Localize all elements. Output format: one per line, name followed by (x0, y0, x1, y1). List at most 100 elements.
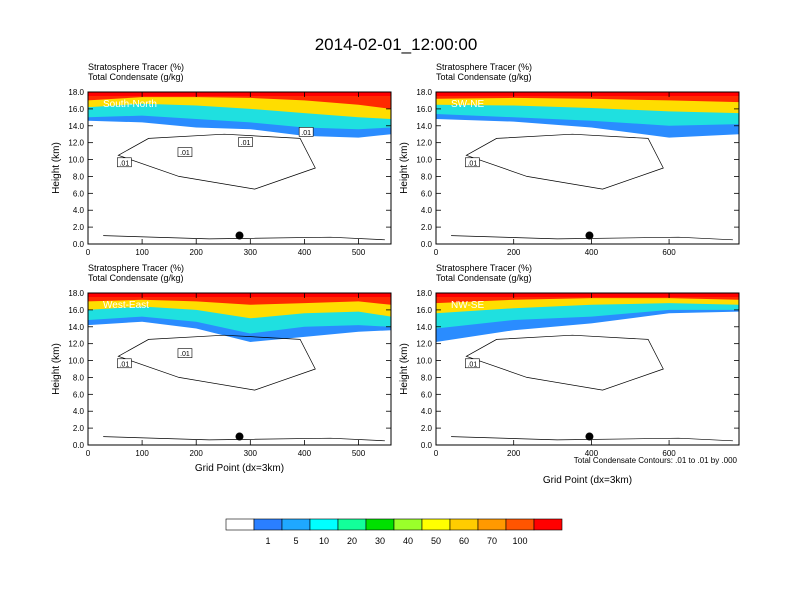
x-axis-label: Grid Point (dx=3km) (543, 475, 632, 486)
y-tick-label: 6.0 (421, 189, 433, 198)
y-tick-label: 10.0 (68, 156, 84, 165)
contour-footnote: Total Condensate Contours: .01 to .01 by… (574, 456, 738, 465)
contour-label: .01 (180, 351, 190, 358)
y-tick-label: 4.0 (421, 407, 433, 416)
y-tick-label: 14.0 (68, 122, 84, 131)
tracer-fill (436, 293, 739, 342)
y-axis-label: Height (km) (51, 142, 62, 194)
panel-title: South-North (103, 99, 157, 110)
contour-label-box (298, 127, 314, 137)
panel-1: Stratosphere Tracer (%)Total Condensate … (399, 62, 740, 257)
colorbar-cell (309, 518, 339, 531)
y-tick-label: 18.0 (68, 88, 84, 97)
tracer-fill (88, 293, 391, 342)
panel-header-line: Stratosphere Tracer (%) (88, 263, 184, 273)
x-tick-label: 200 (190, 449, 204, 458)
y-tick-label: 18.0 (68, 289, 84, 298)
y-tick-label: 16.0 (68, 105, 84, 114)
panels: Stratosphere Tracer (%)Total Condensate … (51, 62, 740, 486)
y-tick-label: 2.0 (421, 424, 433, 433)
tracer-top-band (88, 293, 391, 297)
colorbar-cell (225, 518, 255, 531)
contour-line (465, 133, 664, 190)
x-tick-label: 400 (585, 449, 599, 458)
x-tick-label: 200 (190, 248, 204, 257)
contour-line (117, 334, 316, 391)
panel-header-line: Stratosphere Tracer (%) (436, 263, 532, 273)
colorbar-cell (505, 518, 535, 531)
plot-frame (435, 91, 740, 245)
x-tick-label: 500 (352, 449, 366, 458)
location-marker (585, 432, 594, 441)
y-tick-label: 8.0 (421, 172, 433, 181)
x-tick-label: 300 (244, 449, 258, 458)
x-tick-label: 400 (298, 248, 312, 257)
tracer-layer-100 (88, 92, 391, 109)
panel-header-line: Total Condensate (g/kg) (88, 72, 184, 82)
y-tick-label: 12.0 (416, 340, 432, 349)
panel-header-line: Total Condensate (g/kg) (436, 273, 532, 283)
contour-label-box (177, 147, 193, 157)
condensate-contours (103, 133, 385, 241)
y-tick-label: 10.0 (416, 357, 432, 366)
colorbar-cell (337, 518, 367, 531)
contour-label-box (177, 348, 193, 358)
panel-3: Stratosphere Tracer (%)Total Condensate … (399, 263, 740, 486)
x-tick-label: 100 (135, 449, 149, 458)
y-tick-label: 6.0 (73, 189, 85, 198)
y-tick-label: 16.0 (416, 306, 432, 315)
y-tick-label: 18.0 (416, 88, 432, 97)
colorbar-label: 60 (459, 536, 469, 546)
y-tick-label: 2.0 (73, 424, 85, 433)
x-tick-label: 0 (86, 449, 91, 458)
contour-label-box (465, 358, 480, 369)
contour-line (103, 436, 385, 442)
colorbar-cell (365, 518, 395, 531)
colorbar-label: 40 (403, 536, 413, 546)
contour-label-box (238, 137, 253, 147)
panel-header-line: Total Condensate (g/kg) (88, 273, 184, 283)
x-tick-label: 0 (434, 248, 439, 257)
panel-0: Stratosphere Tracer (%)Total Condensate … (51, 62, 392, 257)
y-tick-label: 14.0 (416, 323, 432, 332)
contour-label: .01 (467, 160, 477, 167)
y-tick-label: 16.0 (68, 306, 84, 315)
x-tick-label: 300 (244, 248, 258, 257)
contour-line (451, 436, 733, 442)
y-axis-label: Height (km) (399, 142, 410, 194)
colorbar-label: 50 (431, 536, 441, 546)
y-axis-label: Height (km) (51, 343, 62, 395)
panel-2: Stratosphere Tracer (%)Total Condensate … (51, 263, 392, 474)
y-tick-label: 10.0 (416, 156, 432, 165)
colorbar-cell (533, 518, 563, 531)
y-tick-label: 12.0 (68, 139, 84, 148)
contour-label: .01 (119, 361, 129, 368)
x-tick-label: 500 (352, 248, 366, 257)
contour-label: .01 (467, 361, 477, 368)
x-axis-label: Grid Point (dx=3km) (195, 463, 284, 474)
x-tick-label: 600 (662, 248, 676, 257)
x-tick-label: 400 (298, 449, 312, 458)
colorbar-label: 30 (375, 536, 385, 546)
contour-line (451, 235, 733, 241)
contour-label-box (465, 157, 480, 168)
y-tick-label: 4.0 (73, 407, 85, 416)
colorbar-label: 1 (265, 536, 270, 546)
panel-title: NW-SE (451, 300, 484, 311)
y-axis-label: Height (km) (399, 343, 410, 395)
y-tick-label: 6.0 (421, 390, 433, 399)
y-tick-label: 0.0 (421, 441, 433, 450)
colorbar-label: 5 (293, 536, 298, 546)
y-tick-label: 2.0 (421, 223, 433, 232)
tracer-top-band (436, 92, 739, 96)
panel-title: West-East (103, 300, 149, 311)
x-tick-label: 200 (507, 248, 521, 257)
plot-frame (435, 292, 740, 446)
y-tick-label: 12.0 (416, 139, 432, 148)
contour-label: .01 (241, 140, 251, 147)
plot-frame (87, 91, 392, 245)
panel-header-line: Total Condensate (g/kg) (436, 72, 532, 82)
x-tick-label: 400 (585, 248, 599, 257)
y-tick-label: 14.0 (416, 122, 432, 131)
